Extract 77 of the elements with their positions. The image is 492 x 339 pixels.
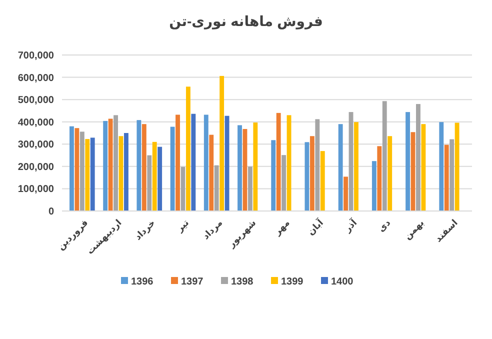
bar [191, 114, 196, 211]
bar [310, 136, 314, 211]
bar [170, 126, 175, 211]
bar [406, 112, 410, 211]
bar [439, 122, 444, 211]
x-tick-label: شهریور [226, 217, 259, 251]
bar [214, 165, 219, 211]
chart-title: فروش ماهانه نوری-تن [169, 13, 323, 30]
bar [253, 122, 258, 211]
legend-label: 1398 [231, 276, 254, 288]
x-tick-label: مهر [272, 218, 292, 238]
bar [388, 136, 392, 211]
x-tick-label: خرداد [132, 218, 158, 243]
bar [152, 142, 157, 211]
bar [204, 114, 208, 211]
bar [354, 122, 358, 211]
bar [421, 124, 426, 211]
bar [348, 112, 354, 211]
bar [344, 176, 348, 211]
bar [142, 124, 146, 211]
x-tick-label: آذر [341, 216, 360, 236]
bar [444, 144, 449, 211]
x-tick-label: بهمن [402, 218, 427, 242]
x-tick-label: مرداد [200, 218, 225, 242]
y-tick-label: 700,000 [18, 50, 54, 62]
x-tick-label: دی [376, 217, 393, 234]
bar [85, 139, 90, 211]
bar [220, 76, 224, 211]
bar [382, 101, 387, 211]
bar [372, 161, 376, 211]
y-tick-label: 300,000 [18, 140, 54, 151]
legend-label: 1399 [281, 276, 304, 288]
x-tick-label: اسفند [433, 218, 460, 244]
bar [147, 155, 152, 211]
y-tick-label: 200,000 [18, 162, 54, 173]
bar [271, 140, 276, 211]
bar [90, 138, 95, 211]
bar [114, 115, 118, 211]
bar [454, 122, 460, 211]
legend-label: 1397 [181, 276, 204, 288]
x-tick-label: فروردین [56, 218, 91, 252]
y-tick-label: 500,000 [18, 95, 54, 106]
bar [108, 118, 113, 211]
bar [377, 146, 382, 211]
bar [136, 120, 142, 211]
bar [286, 115, 292, 211]
y-tick-label: 400,000 [18, 117, 54, 128]
bar [242, 128, 248, 211]
bar [80, 132, 84, 211]
bar [176, 114, 180, 211]
bar [118, 136, 124, 211]
bar [282, 155, 286, 211]
y-tick-label: 0 [48, 206, 54, 218]
bar [224, 116, 230, 211]
x-tick-label: آبان [304, 216, 326, 238]
bar [124, 133, 128, 211]
x-tick-label: تیر [174, 218, 192, 236]
bar [74, 128, 80, 211]
legend-label: 1396 [131, 276, 154, 288]
bar [320, 151, 325, 211]
bar [338, 124, 343, 211]
bar [416, 104, 420, 211]
bar [410, 132, 416, 211]
y-tick-label: 600,000 [18, 72, 54, 84]
y-tick-label: 100,000 [18, 184, 54, 196]
bar [450, 139, 454, 211]
legend-label: 1400 [331, 276, 354, 288]
bar [315, 119, 320, 211]
bar [248, 166, 252, 211]
bar [70, 126, 74, 211]
bar [103, 120, 108, 211]
bar [238, 125, 242, 211]
bar [209, 134, 214, 211]
bar [276, 112, 281, 211]
bar [186, 86, 190, 211]
bar [158, 146, 162, 211]
bar [304, 142, 310, 211]
